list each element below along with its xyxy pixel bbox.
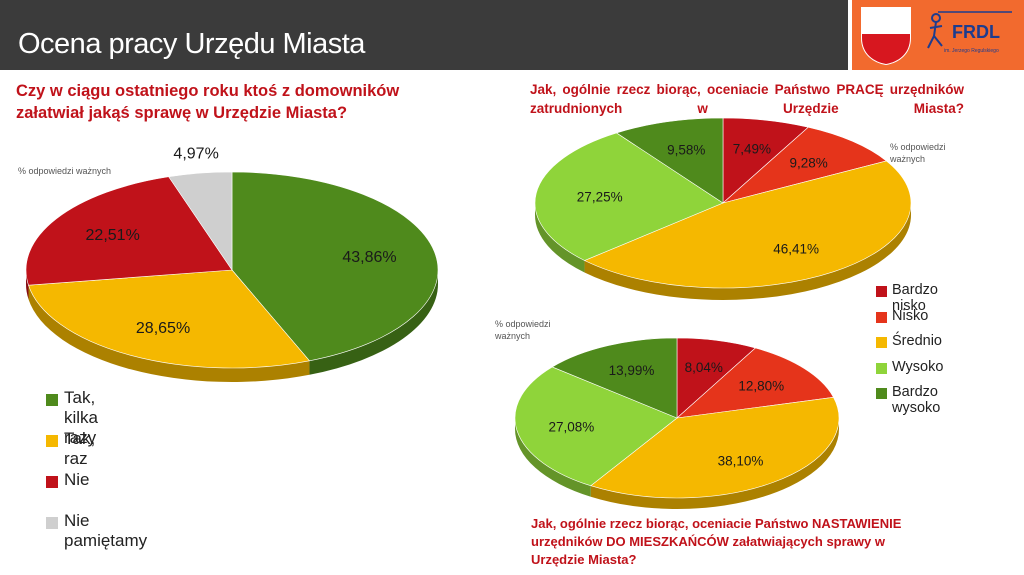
legend-swatch — [876, 312, 887, 323]
legend-swatch — [876, 388, 887, 399]
pie-data-label: 22,51% — [86, 227, 140, 244]
pie-data-label: 8,04% — [685, 360, 723, 375]
pie-data-label: 28,65% — [136, 320, 190, 337]
pie-data-label: 9,28% — [790, 155, 828, 170]
legend-swatch — [46, 476, 58, 488]
legend-label: Średnio — [892, 333, 942, 349]
legend-swatch — [876, 363, 887, 374]
legend-swatch — [46, 517, 58, 529]
legend-swatch — [876, 337, 887, 348]
legend-label: Nie — [64, 470, 90, 490]
pie-data-label: 4,97% — [173, 146, 218, 163]
legend-label: Wysoko — [892, 359, 943, 375]
legend-label: Nisko — [892, 308, 928, 324]
legend-label: Nie pamiętamy — [64, 511, 147, 551]
pie-data-label: 9,58% — [667, 142, 705, 157]
pie-data-label: 43,86% — [342, 249, 396, 266]
pie-data-label: 38,10% — [718, 453, 764, 468]
pie-data-label: 27,08% — [549, 419, 595, 434]
legend-swatch — [46, 435, 58, 447]
pie-data-label: 13,99% — [609, 363, 655, 378]
legend-label: Bardzo wysoko — [892, 384, 940, 416]
legend-swatch — [46, 394, 58, 406]
legend-swatch — [876, 286, 887, 297]
pie-data-label: 46,41% — [773, 241, 819, 256]
pie-data-label: 7,49% — [733, 141, 771, 156]
pie-data-label: 27,25% — [577, 190, 623, 205]
legend-label: Tak, raz — [64, 429, 95, 469]
pie-data-label: 12,80% — [738, 378, 784, 393]
